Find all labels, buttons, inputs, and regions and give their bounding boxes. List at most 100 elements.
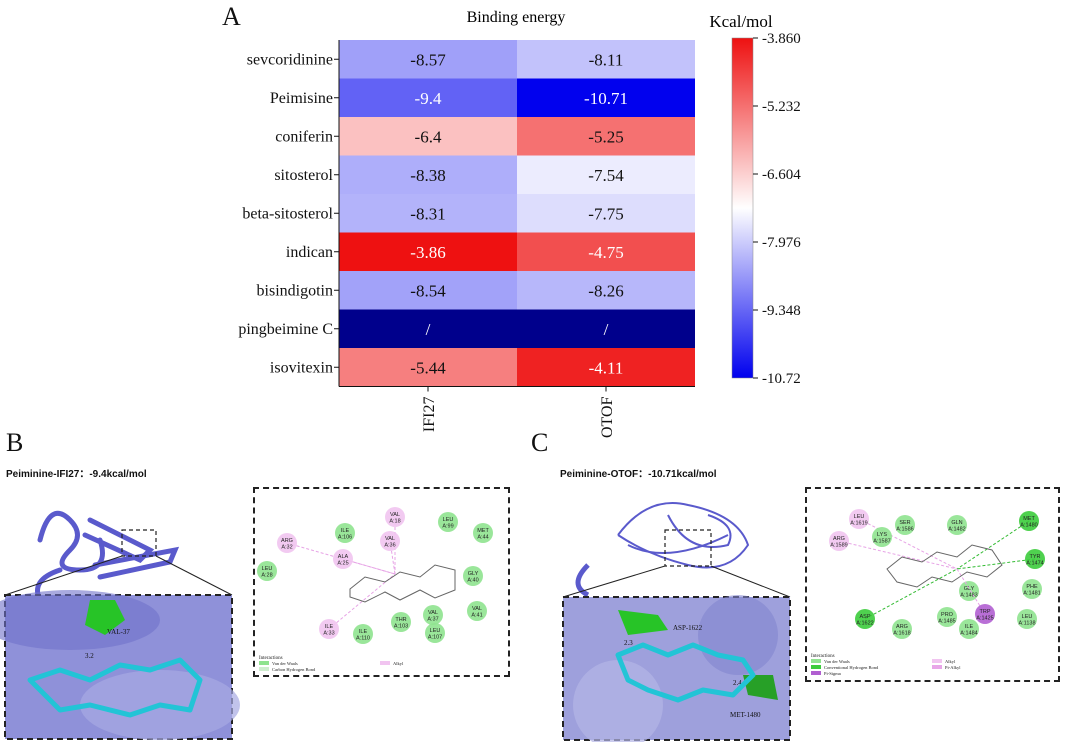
- residue-number: A:1586: [896, 527, 913, 533]
- residue-node: [849, 509, 869, 529]
- panel-c-caption: Peiminine-OTOF：-10.71kcal/mol: [560, 469, 717, 480]
- residue-number: A:1622: [856, 621, 873, 627]
- colorbar-tick-label: -9.348: [762, 303, 801, 319]
- cell-value-label: -10.71: [584, 89, 628, 108]
- residue-name: ARG: [833, 536, 845, 542]
- interaction-diagram-c: LEU A:1619 SER A:1586 GLN A:1482 MET A:1480 ARG A…: [805, 487, 1060, 682]
- heatmap-cell: [517, 155, 695, 195]
- residue-node: [947, 515, 967, 535]
- residue-name: ASP: [859, 614, 870, 620]
- cell-value-label: -8.26: [588, 281, 623, 300]
- residue-number: A:1482: [948, 527, 965, 533]
- residue-name: MET: [1023, 516, 1035, 522]
- interaction-line: [858, 518, 958, 570]
- cell-value-label: -8.11: [589, 50, 624, 69]
- residue-node: [335, 523, 355, 543]
- legend-swatch: [380, 661, 390, 665]
- cell-value-label: -3.86: [410, 243, 445, 262]
- residue-name: MET: [477, 528, 489, 534]
- ribbon-cluster-3: [667, 514, 732, 548]
- residue-name: ILE: [965, 624, 974, 630]
- colorbar-tick-label: -10.72: [762, 371, 801, 387]
- residue-node: [892, 619, 912, 639]
- residue-node: [1017, 609, 1037, 629]
- residue-node: [385, 507, 405, 527]
- residue-number: A:1138: [1018, 621, 1035, 627]
- cell-value-label: -8.57: [410, 50, 446, 69]
- interaction-line: [956, 558, 1036, 570]
- residue-node: [829, 531, 849, 551]
- residue-number: A:1485: [938, 619, 955, 625]
- row-label: indican: [286, 244, 333, 261]
- heatmap-cell: [517, 232, 695, 272]
- residue-number: A:110: [356, 636, 370, 642]
- residue-node: [855, 609, 875, 629]
- residue-name: TYR: [1030, 554, 1041, 560]
- interaction-line: [864, 568, 958, 620]
- colorbar-tick-label: -6.604: [762, 167, 801, 183]
- cell-value-label: -4.75: [588, 243, 623, 262]
- zoom-line-right: [710, 565, 791, 598]
- residue-name: PHE: [1026, 584, 1038, 590]
- residue-label-1: ASP-1622: [673, 624, 703, 632]
- residue-node: [423, 605, 443, 625]
- residue-node: [425, 623, 445, 643]
- residue-number: A:103: [394, 624, 408, 630]
- interaction-line: [395, 574, 473, 576]
- residue-name: LEU: [1022, 614, 1033, 620]
- residue-number: A:28: [261, 573, 272, 579]
- otof-ribbon: [575, 502, 750, 598]
- residue-number: A:1484: [960, 631, 977, 637]
- heatmap-cell: [517, 40, 695, 79]
- residue-number: A:1474: [1026, 561, 1043, 567]
- residue-node: [319, 619, 339, 639]
- distance-label-2: 2.4: [733, 679, 742, 687]
- legend-label: Van der Waals: [824, 659, 850, 664]
- heatmap-cell: [339, 348, 517, 387]
- residue-name: LEU: [430, 628, 441, 634]
- ribbon-cluster-2: [627, 534, 729, 554]
- residue-name: THR: [395, 617, 406, 623]
- heatmap-cell: [339, 78, 517, 118]
- heatmap-cell: [339, 155, 517, 195]
- heatmap-cell: [339, 309, 517, 349]
- residue-number: A:107: [428, 635, 442, 641]
- heatmap-cell: [517, 194, 695, 233]
- residue-number: A:1425: [976, 616, 993, 622]
- residue-name: LEU: [262, 566, 273, 572]
- legend-title: Interactions: [811, 654, 835, 659]
- cell-value-label: -7.75: [588, 204, 623, 223]
- residue-node: [937, 607, 957, 627]
- ifi27-structure-image: VAL-37 3.2: [0, 510, 240, 740]
- colorbar-tick-label: -5.232: [762, 99, 801, 115]
- residue-number: A:18: [389, 519, 400, 525]
- ligand-skeleton: [349, 564, 456, 603]
- legend-label: Conventional Hydrogen Bond: [824, 665, 879, 670]
- zoom-box: [121, 529, 157, 557]
- residue-node: [467, 601, 487, 621]
- heatmap-cell: [339, 40, 517, 79]
- residue-label: VAL-37: [107, 628, 130, 636]
- cell-value-label: -9.4: [415, 89, 442, 108]
- legend-swatch: [259, 661, 269, 665]
- legend-swatch: [259, 667, 269, 671]
- residue-node: [1019, 511, 1039, 531]
- row-label: bisindigotin: [257, 282, 333, 299]
- colorbar: [731, 37, 754, 379]
- residue-number: A:36: [384, 543, 395, 549]
- ribbon-helix-1: [37, 510, 105, 573]
- residue-name: GLY: [964, 586, 975, 592]
- otof-structure-image: ASP-1622 MET-1480 2.3 2.4: [562, 502, 791, 742]
- column-label: IFI27: [421, 397, 438, 433]
- residue-name: LYS: [877, 532, 887, 538]
- residue-node: [463, 566, 483, 586]
- val37-residue: [85, 600, 125, 635]
- interaction-line: [956, 520, 1030, 570]
- residue-name: ARG: [896, 624, 908, 630]
- heatmap-cell: [517, 117, 695, 156]
- residue-node: [895, 515, 915, 535]
- interaction-line: [363, 574, 395, 634]
